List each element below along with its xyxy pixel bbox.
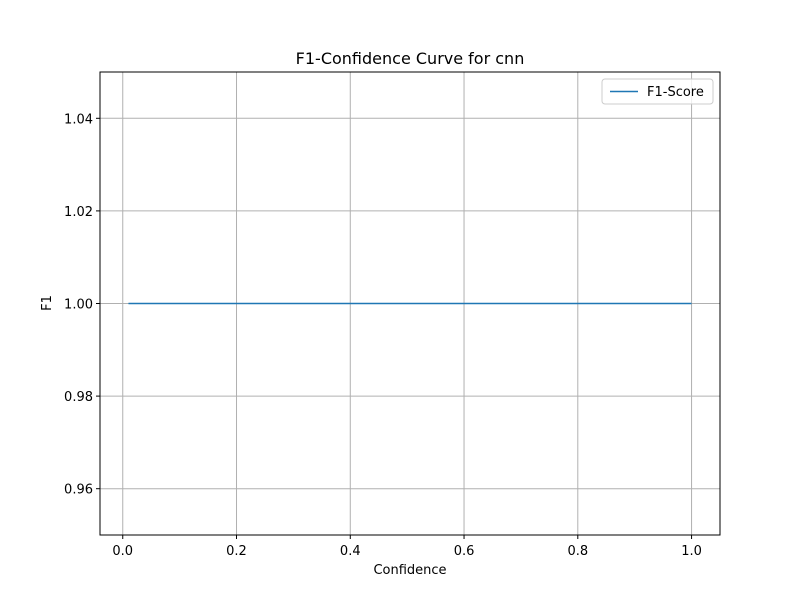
y-tick-label: 1.04 <box>64 112 93 127</box>
chart-title: F1-Confidence Curve for cnn <box>296 49 525 68</box>
legend-entry-label: F1-Score <box>647 85 704 100</box>
y-axis-label: F1 <box>40 295 55 311</box>
y-tick-label: 1.02 <box>64 205 93 220</box>
y-tick-label: 1.00 <box>64 298 93 313</box>
x-tick-label: 0.8 <box>567 544 588 559</box>
y-tick-label: 0.96 <box>64 483 93 498</box>
x-tick-label: 0.6 <box>454 544 475 559</box>
x-tick-label: 0.2 <box>226 544 247 559</box>
y-axis: 0.96 0.98 1.00 1.02 1.04 <box>64 112 100 498</box>
legend-box <box>601 78 714 105</box>
x-axis-label: Confidence <box>373 563 446 578</box>
x-tick-label: 1.0 <box>681 544 702 559</box>
x-tick-label: 0.0 <box>112 544 133 559</box>
x-axis: 0.0 0.2 0.4 0.6 0.8 1.0 <box>112 535 702 559</box>
x-tick-label: 0.4 <box>340 544 361 559</box>
y-tick-label: 0.98 <box>64 390 93 405</box>
legend: F1-Score <box>601 78 714 105</box>
